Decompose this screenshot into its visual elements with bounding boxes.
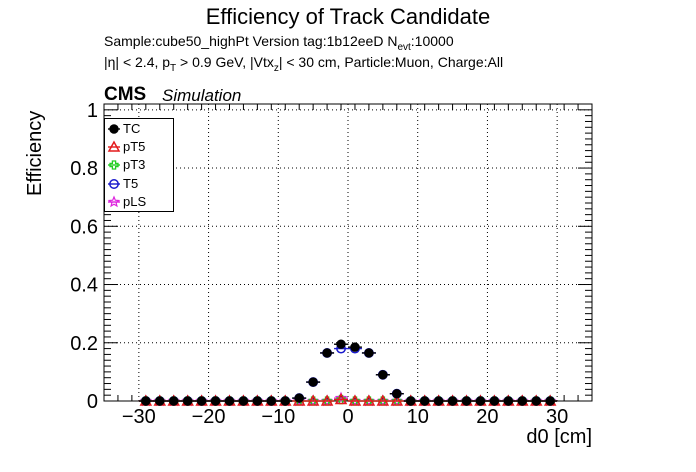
y-tick-label: 1	[87, 100, 98, 122]
legend-marker-pt5	[107, 140, 121, 152]
data-point-tc	[531, 396, 541, 406]
data-point-tc	[503, 396, 514, 406]
axes	[103, 103, 593, 402]
tick-labels: −30 −20 −10 0 10 20 30 0 0.2 0.4 0.6 0.8 1	[70, 100, 568, 428]
x-tick-label: −10	[261, 406, 295, 428]
x-tick-label: −20	[192, 406, 226, 428]
data-point-pt5	[390, 394, 404, 406]
vtx-subscript: z	[273, 62, 279, 74]
legend-symbol	[109, 124, 119, 134]
cuts-text-particle: | < 30 cm, Particle:Muon, Charge:All	[278, 54, 504, 70]
x-tick-label: 10	[407, 406, 429, 428]
legend-label-pls: pLS	[123, 193, 147, 209]
data-point-tc	[224, 396, 235, 406]
data-point-tc	[238, 396, 249, 406]
legend-entry-pt5: pT5	[105, 138, 175, 156]
legend-marker-pls	[107, 195, 121, 208]
legend-entry-pt3: pT3	[105, 156, 175, 174]
legend-label-pt3: pT3	[123, 157, 146, 173]
y-tick-label: 0	[87, 391, 98, 413]
data-point-tc	[182, 396, 193, 406]
legend-entry-tc: TC	[105, 120, 175, 138]
data-point-tc	[489, 396, 500, 406]
data-point-tc	[350, 342, 360, 352]
legend-marker-t5	[108, 178, 120, 189]
y-tick-label: 0.8	[70, 158, 98, 180]
legend-label-tc: TC	[123, 121, 141, 136]
cms-label: CMS	[104, 84, 147, 105]
data-point-tc	[266, 396, 277, 406]
data-point-pt5	[362, 394, 376, 406]
data-point-tc	[475, 396, 486, 406]
data-point-tc	[419, 396, 430, 406]
x-tick-label: 30	[546, 406, 568, 428]
data-marks	[138, 339, 558, 407]
nevt-subscript: evt	[397, 41, 411, 53]
cuts-text-eta: |η| < 2.4, p	[104, 54, 171, 70]
data-point-tc	[461, 396, 472, 406]
data-point-tc	[210, 396, 221, 406]
legend-marker-tc	[108, 124, 120, 134]
x-tick-label: 20	[476, 406, 498, 428]
data-point-pt5	[334, 392, 348, 405]
data-point-tc	[336, 339, 346, 349]
data-point-pt5	[320, 394, 334, 406]
legend-symbol	[109, 178, 119, 189]
y-tick-label: 0.2	[70, 333, 98, 355]
data-point-tc	[196, 396, 207, 406]
x-tick-label: −30	[122, 406, 156, 428]
sample-info-line: Sample:cube50_highPt Version tag:1b12eeD…	[104, 33, 454, 53]
legend-label-t5: T5	[123, 175, 139, 191]
data-point-tc	[308, 377, 318, 387]
grid-lines	[104, 104, 592, 401]
nevt-value: :10000	[410, 33, 454, 49]
data-point-tc	[447, 396, 458, 406]
legend-entry-t5: T5	[105, 175, 175, 193]
data-point-tc	[433, 396, 444, 406]
data-point-tc	[294, 393, 304, 403]
data-point-tc	[392, 389, 402, 399]
legend-label-pt5: pT5	[123, 139, 146, 155]
data-point-pt5	[348, 394, 362, 406]
data-point-tc	[364, 348, 374, 358]
data-point-tc	[378, 370, 388, 380]
cuts-text-pt: > 0.9 GeV, |Vtx	[176, 54, 274, 70]
data-point-tc	[141, 396, 151, 406]
data-point-tc	[517, 396, 527, 406]
y-tick-label: 0.6	[70, 216, 98, 238]
chart-title: Efficiency of Track Candidate	[205, 4, 491, 29]
data-point-pls	[334, 391, 348, 404]
legend-marker-pt3	[108, 160, 120, 171]
data-point-tc	[406, 396, 416, 406]
data-point-tc	[545, 396, 555, 406]
x-tick-label: 0	[342, 406, 353, 428]
legend-entry-pls: pLS	[105, 193, 175, 211]
legend-symbol	[107, 195, 121, 208]
data-point-tc	[280, 396, 290, 406]
sample-info-text: Sample:cube50_highPt Version tag:1b12eeD…	[104, 33, 398, 49]
series-tc	[138, 339, 558, 406]
legend-symbol	[107, 140, 121, 152]
data-point-pt5	[306, 394, 320, 406]
data-point-pt5	[376, 394, 390, 406]
legend-symbol	[109, 160, 119, 171]
pt-subscript: T	[170, 62, 177, 74]
x-axis-label: d0 [cm]	[526, 426, 592, 448]
selection-cuts-line: |η| < 2.4, pT > 0.9 GeV, |Vtxz| < 30 cm,…	[104, 54, 503, 74]
legend: TC pT5 pT3 T5 pLS	[104, 118, 174, 212]
y-tick-label: 0.4	[70, 275, 98, 297]
data-point-tc	[155, 396, 165, 406]
data-point-tc	[252, 396, 263, 406]
data-point-tc	[322, 348, 332, 358]
data-point-tc	[169, 396, 179, 406]
simulation-label: Simulation	[162, 86, 242, 105]
